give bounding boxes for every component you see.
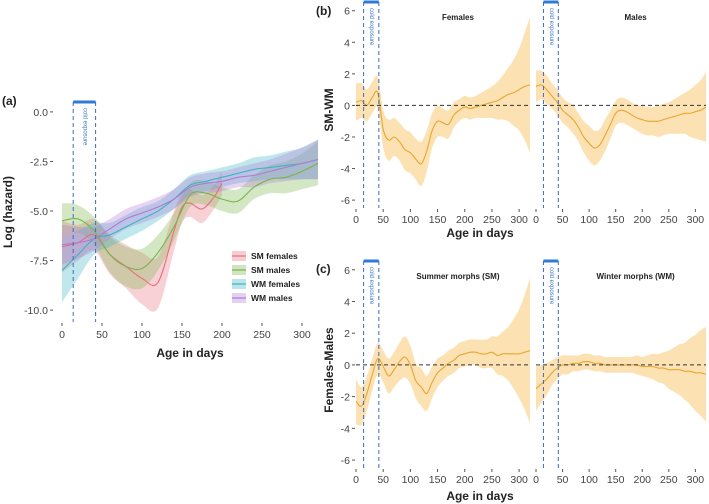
x-tick-label: 200 (633, 214, 651, 226)
cold-exposure-label: cold exposure (368, 8, 374, 46)
y-tick-label: -4 (341, 164, 350, 176)
y-tick-label: -6 (341, 195, 350, 207)
x-tick-label: 100 (402, 474, 420, 486)
facet-title: Summer morphs (SM) (416, 272, 499, 281)
x-tick-label: 150 (173, 329, 191, 341)
x-tick-label: 0 (59, 329, 65, 341)
y-tick-label: 2 (344, 328, 350, 340)
y-tick-label: 0 (344, 360, 350, 372)
facet-0: cold exposure Females 0 50 100 150 200 250 300 (353, 0, 531, 226)
x-tick-label: 50 (96, 329, 108, 341)
y-tick-label: -5.0 (30, 206, 48, 218)
y-tick-label: 0.0 (33, 107, 48, 119)
x-tick-label: 150 (607, 214, 625, 226)
series-line-3 (61, 158, 319, 246)
y-tick-label: -10.0 (24, 305, 48, 317)
ci-band (356, 277, 530, 426)
legend-label-2: WM females (251, 279, 300, 289)
facet-1: cold exposure Winter morphs (WM) 0 50 100 150… (533, 259, 707, 486)
panel-label: (b) (316, 4, 331, 18)
x-tick-label: 150 (607, 474, 625, 486)
series-line-1 (61, 162, 319, 271)
x-tick-label: 300 (293, 329, 311, 341)
x-tick-label: 300 (510, 214, 528, 226)
y-tick-label: 4 (344, 296, 350, 308)
legend-label-0: SM females (251, 251, 298, 261)
estimate-line (355, 84, 531, 165)
x-tick-label: 200 (456, 214, 474, 226)
y-tick-label: -2 (341, 132, 350, 144)
x-tick-label: 200 (633, 474, 651, 486)
series-band-1 (62, 141, 318, 290)
y-axis-label: Log (hazard) (1, 176, 15, 248)
y-axis-label: SM-WM (322, 88, 336, 131)
facet-1: cold exposure Males 0 50 100 150 200 250 300 (533, 0, 707, 226)
x-tick-label: 50 (557, 474, 569, 486)
y-tick-label: 2 (344, 69, 350, 81)
ci-band (536, 70, 706, 166)
y-tick-label: -4 (341, 423, 350, 435)
y-tick-label: 6 (344, 6, 350, 18)
panel-label: (a) (2, 94, 17, 108)
x-tick-label: 250 (660, 214, 678, 226)
x-tick-label: 300 (687, 474, 705, 486)
x-axis-label: Age in days (446, 226, 514, 240)
x-tick-label: 0 (353, 474, 359, 486)
facet-title: Winter morphs (WM) (597, 272, 675, 281)
cold-exposure-label: cold exposure (548, 267, 554, 305)
y-tick-label: 0 (344, 100, 350, 112)
x-tick-label: 300 (510, 474, 528, 486)
estimate-line (535, 84, 707, 149)
estimate-line (355, 350, 531, 407)
ci-band (536, 326, 706, 422)
x-tick-label: 250 (253, 329, 271, 341)
panel-c-females-minus-males: (c) cold exposure Summer morphs (SM) 0 50 100… (316, 259, 707, 503)
series-line-2 (61, 158, 319, 271)
x-axis-label: Age in days (156, 346, 224, 360)
y-axis-label: Females-Males (322, 327, 336, 413)
panel-label: (c) (316, 262, 331, 276)
legend-label-1: SM males (251, 265, 290, 275)
x-tick-label: 250 (483, 214, 501, 226)
y-tick-label: -6 (341, 455, 350, 467)
x-tick-label: 150 (429, 474, 447, 486)
series-line-0 (61, 183, 223, 287)
y-tick-label: -7.5 (30, 256, 48, 268)
x-tick-label: 100 (580, 474, 598, 486)
series-band-2 (62, 139, 318, 303)
legend-label-3: WM males (251, 293, 293, 303)
x-tick-label: 100 (580, 214, 598, 226)
x-tick-label: 150 (429, 214, 447, 226)
y-tick-label: -2 (341, 392, 350, 404)
y-tick-label: 4 (344, 37, 350, 49)
x-tick-label: 0 (353, 214, 359, 226)
facet-title: Females (442, 13, 475, 22)
x-tick-label: 200 (456, 474, 474, 486)
ci-band (356, 17, 530, 187)
x-tick-label: 200 (213, 329, 231, 341)
facet-0: cold exposure Summer morphs (SM) 0 50 100 150… (353, 259, 531, 486)
x-tick-label: 50 (557, 214, 569, 226)
x-tick-label: 0 (533, 474, 539, 486)
y-tick-label: 6 (344, 265, 350, 277)
cold-exposure-label: cold exposure (368, 267, 374, 305)
y-tick-label: -2.5 (30, 156, 48, 168)
x-tick-label: 50 (377, 214, 389, 226)
cold-exposure-label: cold exposure (548, 8, 554, 46)
panel-a-log-hazard: (a) cold exposure 0 50 100 150 200 250 300 0.0 -2.… (1, 94, 319, 360)
x-tick-label: 100 (133, 329, 151, 341)
x-tick-label: 250 (660, 474, 678, 486)
x-tick-label: 100 (402, 214, 420, 226)
x-axis-label: Age in days (446, 489, 514, 503)
series-band-3 (62, 139, 318, 265)
cold-exposure-label: cold exposure (81, 108, 87, 146)
x-tick-label: 0 (533, 214, 539, 226)
x-tick-label: 300 (687, 214, 705, 226)
facet-title: Males (624, 13, 647, 22)
x-tick-label: 250 (483, 474, 501, 486)
x-tick-label: 50 (377, 474, 389, 486)
